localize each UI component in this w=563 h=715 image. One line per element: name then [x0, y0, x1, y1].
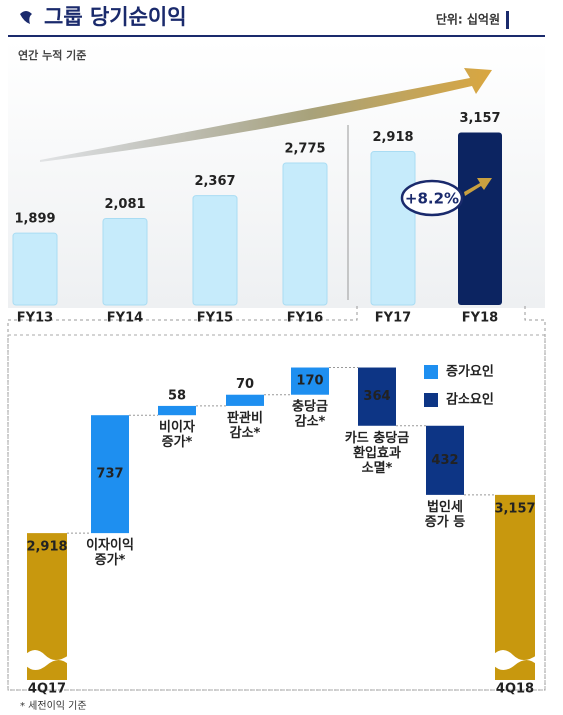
annotation-bubble: [400, 179, 464, 217]
value-label: 170: [296, 374, 323, 389]
bar: [370, 151, 416, 306]
value-label: 432: [431, 453, 458, 468]
x-tick-label: 4Q17: [28, 682, 66, 697]
value-label: 2,081: [104, 197, 145, 212]
trend-arrow: [40, 68, 492, 162]
bar: [291, 367, 329, 395]
annotation: +8.2%: [405, 190, 459, 208]
total-bar: [495, 494, 535, 680]
axis-break: [493, 650, 537, 670]
value-label: 2,918: [372, 130, 413, 145]
category-label: 이자이익 증가*: [86, 537, 134, 568]
legend-label: 감소요인: [446, 392, 494, 408]
detail-box: [7, 334, 546, 691]
category-label: 비이자 증가*: [159, 419, 195, 450]
value-label: 3,157: [494, 501, 535, 516]
title: 그룹 당기순이익: [44, 5, 187, 29]
bar: [458, 132, 502, 305]
x-tick-label: FY15: [197, 311, 233, 326]
subtitle: 연간 누적 기준: [18, 48, 86, 62]
value-label: 1,899: [14, 212, 55, 227]
category-label: 충당금 감소*: [292, 398, 328, 429]
value-label: 2,367: [194, 174, 235, 189]
value-label: 70: [236, 377, 254, 392]
x-tick-label: 4Q18: [496, 682, 534, 697]
bar: [102, 218, 148, 306]
legend-swatch: [424, 365, 438, 379]
logo: [20, 11, 32, 24]
bar: [158, 405, 196, 416]
category-label: 법인세 증가 등: [425, 498, 465, 529]
bar: [12, 232, 58, 306]
bar: [192, 195, 238, 306]
unit-bar: [506, 11, 509, 29]
x-tick-label: FY14: [107, 311, 143, 326]
value-label: 737: [96, 467, 123, 482]
x-tick-label: FY17: [375, 311, 411, 326]
value-label: 2,775: [284, 142, 325, 157]
bar: [91, 415, 129, 534]
category-label: 카드 충당금 환입효과 소멸*: [345, 429, 409, 475]
axis-break: [25, 650, 69, 670]
value-label: 2,918: [26, 540, 67, 555]
bar: [282, 162, 328, 306]
x-tick-label: FY18: [462, 311, 498, 326]
value-label: 364: [363, 389, 390, 404]
bar: [358, 367, 396, 426]
footnote: * 세전이익 기준: [20, 700, 87, 712]
bar: [226, 394, 264, 406]
value-label: 3,157: [459, 111, 500, 126]
value-label: 58: [168, 388, 186, 403]
legend-swatch: [424, 393, 438, 407]
category-label: 판관비 감소*: [227, 409, 263, 440]
x-tick-label: FY13: [17, 311, 53, 326]
annotation-arrow: [464, 178, 492, 196]
detail-frame: [7, 306, 546, 691]
x-tick-label: FY16: [287, 311, 323, 326]
legend-label: 증가요인: [446, 364, 494, 380]
unit: 단위: 십억원: [436, 12, 500, 27]
bar: [426, 425, 464, 495]
